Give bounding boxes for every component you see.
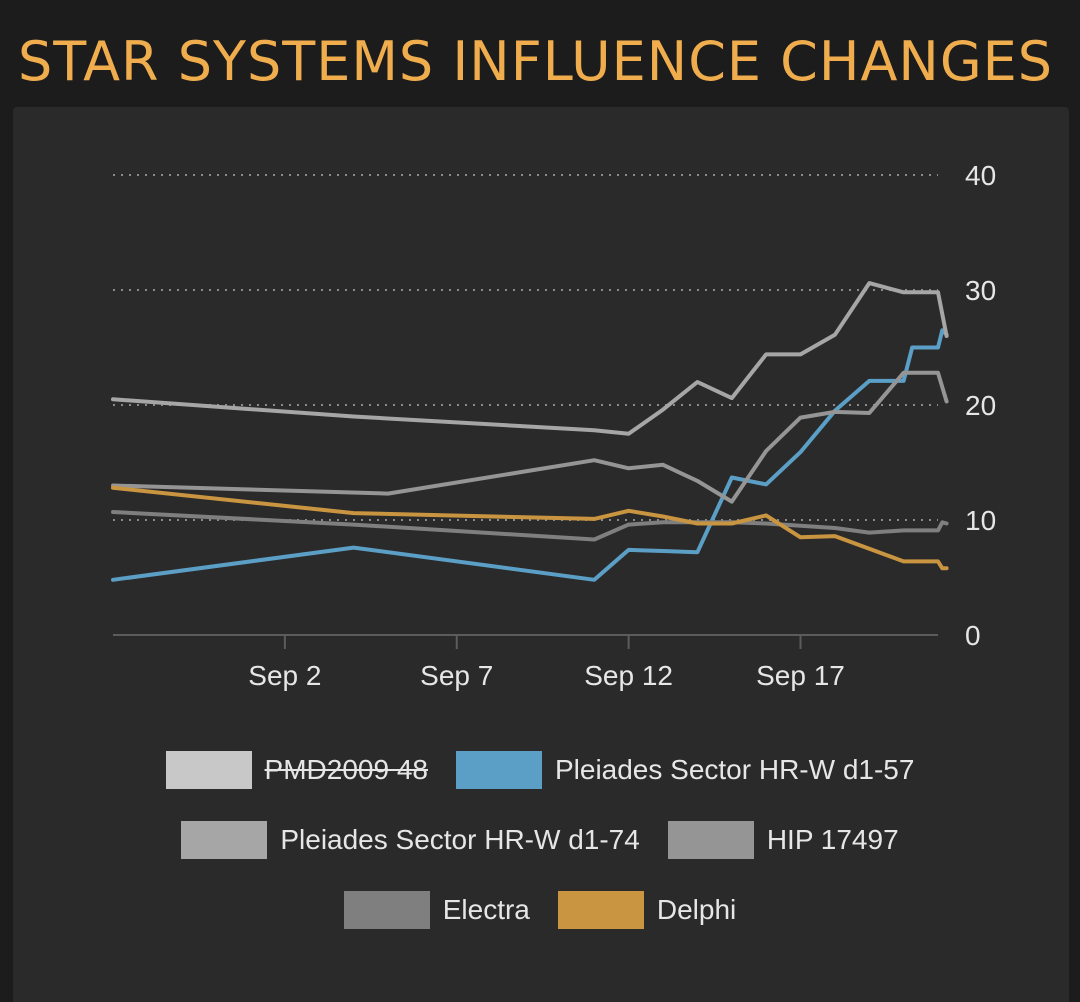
legend-swatch: [343, 891, 430, 929]
legend-row: Electra Delphi: [0, 875, 1080, 945]
legend-item-delphi[interactable]: Delphi: [557, 891, 737, 929]
x-tick-label: Sep 17: [756, 660, 845, 691]
legend-swatch: [667, 821, 754, 859]
y-tick-label: 40: [965, 160, 996, 191]
x-axis-ticks: Sep 2 Sep 7 Sep 12 Sep 17: [248, 635, 845, 691]
series-line-hip-17497: [111, 370, 949, 504]
y-axis-tick-labels: 0 10 20 30 40: [965, 160, 996, 651]
x-tick-label: Sep 2: [248, 660, 321, 691]
series-line-pleiades-sector-hr-w-d1-57: [111, 328, 949, 582]
y-tick-label: 30: [965, 275, 996, 306]
legend: PMD2009 48 Pleiades Sector HR-W d1-57 Pl…: [0, 735, 1080, 945]
legend-label: Pleiades Sector HR-W d1-74: [280, 824, 640, 855]
legend-item-electra[interactable]: Electra: [343, 891, 530, 929]
legend-label: Electra: [442, 894, 530, 925]
legend-label: Pleiades Sector HR-W d1-57: [554, 754, 915, 785]
legend-swatch: [557, 891, 644, 929]
series-line-pleiades-sector-hr-w-d1-74: [111, 281, 949, 436]
legend-item-pleiades-hr-w-d1-74[interactable]: Pleiades Sector HR-W d1-74: [181, 821, 640, 859]
y-tick-label: 20: [965, 390, 996, 421]
y-tick-label: 10: [965, 505, 996, 536]
legend-swatch: [455, 751, 542, 789]
legend-row: PMD2009 48 Pleiades Sector HR-W d1-57: [0, 735, 1080, 805]
legend-item-pmd2009-48[interactable]: PMD2009 48: [165, 751, 428, 789]
legend-label: HIP 17497: [766, 824, 899, 855]
legend-label: PMD2009 48: [264, 754, 428, 785]
series-line-electra: [111, 510, 949, 542]
series-lines: [111, 281, 949, 582]
y-tick-label: 0: [965, 620, 981, 651]
legend-swatch: [181, 821, 268, 859]
grid-lines: [113, 174, 938, 636]
legend-item-pleiades-hr-w-d1-57[interactable]: Pleiades Sector HR-W d1-57: [455, 751, 915, 789]
line-chart: 0 10 20 30 40 Sep 2 Sep 7 Sep 12 Sep 17: [111, 160, 996, 691]
x-tick-label: Sep 7: [420, 660, 493, 691]
x-tick-label: Sep 12: [584, 660, 673, 691]
legend-swatch: [165, 751, 252, 789]
legend-item-hip-17497[interactable]: HIP 17497: [667, 821, 899, 859]
legend-label: Delphi: [656, 894, 737, 925]
series-line-delphi: [111, 485, 949, 571]
page-title: STAR SYSTEMS INFLUENCE CHANGES: [18, 30, 1054, 93]
legend-row: Pleiades Sector HR-W d1-74 HIP 17497: [0, 805, 1080, 875]
